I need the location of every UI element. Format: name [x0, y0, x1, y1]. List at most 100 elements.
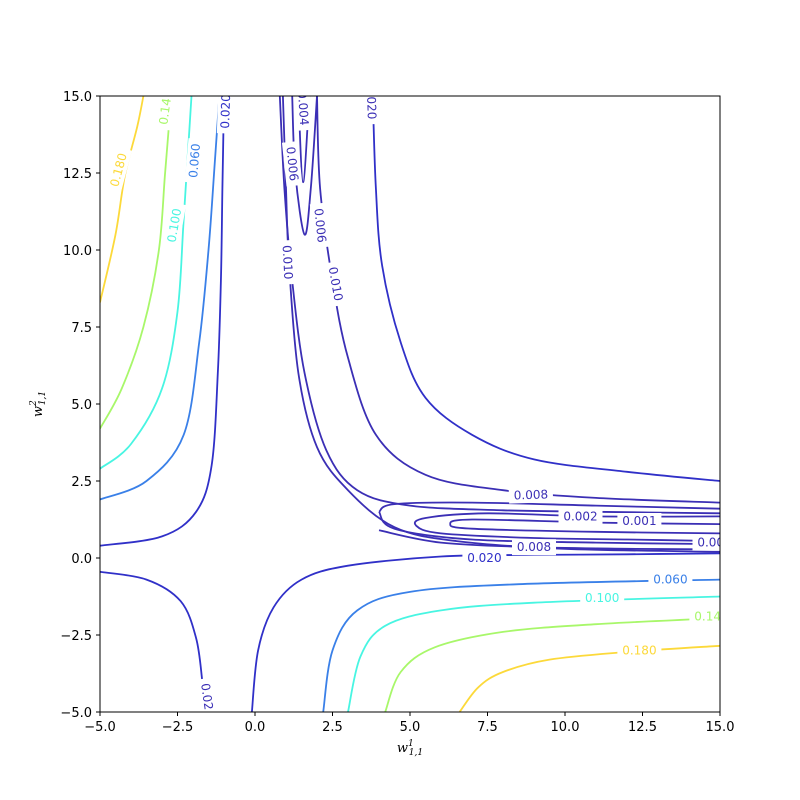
contour-label-text: 0.006 — [311, 208, 329, 244]
contour-label-bg — [508, 486, 554, 504]
x-axis-label: w1 1,1 — [397, 739, 423, 758]
contour-label-text: 0.14 — [156, 97, 174, 125]
contour-line-0.060-6 — [100, 96, 221, 501]
x-tick-label: 15.0 — [706, 720, 735, 735]
contour-label-bg — [512, 539, 556, 556]
contour-label-bg — [216, 96, 235, 134]
y-axis: −5.0 −2.5 0.0 2.5 5.0 7.5 10.0 12.5 15.0 — [60, 90, 100, 721]
y-tick-label: 2.5 — [71, 475, 92, 490]
contour-label-9: 0.010 — [323, 260, 348, 307]
contour-label-10: 0.020 — [362, 85, 381, 125]
x-tick-label: 12.5 — [628, 720, 657, 735]
contour-label-8: 0.010 — [278, 239, 297, 285]
contour-label-bg — [196, 677, 218, 712]
y-axis-label: w21,1 — [29, 391, 48, 417]
contour-label-12: 0.002 — [558, 508, 603, 525]
x-tick-label: 7.5 — [477, 720, 498, 735]
x-tick-label: 0.0 — [245, 720, 266, 735]
contour-label-text: 0.004 — [295, 91, 311, 126]
contour-label-5: 0.004 — [293, 91, 313, 131]
contour-label-text: 0.001 — [622, 514, 656, 528]
contour-label-text: 0.008 — [517, 540, 551, 554]
contour-line-0.020-8 — [100, 96, 225, 547]
contour-label-text: 0.010 — [280, 245, 296, 280]
contour-label-bg — [309, 202, 331, 249]
x-tick-label: 5.0 — [400, 720, 421, 735]
y-tick-label: −5.0 — [60, 706, 92, 721]
contour-line-0.020-10 — [251, 552, 720, 712]
contour-label-bg — [278, 239, 297, 285]
contour-label-text: 0.020 — [364, 85, 379, 120]
contour-label-bg — [362, 96, 381, 125]
contour-label-17: 0.060 — [648, 571, 693, 588]
contour-label-bg — [323, 260, 348, 307]
contour-line-0.006-17 — [378, 501, 720, 513]
contour-label-bg — [648, 571, 693, 588]
x-tick-label: 2.5 — [322, 720, 343, 735]
contour-line-0.020-11 — [371, 96, 720, 482]
contour-label-text: 0.100 — [165, 207, 185, 243]
contour-label-19: 0.14 — [689, 608, 721, 625]
contour-label-14: 0.008 — [512, 539, 556, 556]
contour-label-text: 0.060 — [186, 143, 203, 178]
contour-labels: 0.180 0.14 0.100 0.060 0.020 0.004 0.006 0.006 0… — [105, 85, 724, 712]
contour-label-text: 0.010 — [326, 266, 346, 302]
contour-label-4: 0.020 — [216, 94, 235, 134]
contour-label-text: 0.020 — [467, 551, 501, 565]
contour-label-text: 0.002 — [563, 509, 597, 523]
contour-label-text: 0.060 — [653, 573, 687, 587]
contour-label-6: 0.006 — [281, 141, 303, 187]
contour-label-2: 0.100 — [162, 202, 187, 249]
contour-label-7: 0.006 — [309, 202, 331, 249]
contour-label-text: 0.020 — [218, 94, 233, 129]
y-tick-label: 5.0 — [71, 398, 92, 413]
contour-label-text: 0.02 — [198, 682, 216, 710]
contour-label-20: 0.180 — [617, 642, 662, 659]
contour-label-21: 0.02 — [196, 677, 218, 712]
contour-line-0.100-4 — [100, 96, 193, 470]
y-tick-label: 10.0 — [63, 244, 92, 259]
contour-line-0.140-2 — [100, 96, 173, 430]
contour-label-16: 0.020 — [462, 550, 507, 566]
contour-label-bg — [462, 550, 507, 566]
contour-label-text: 0.006 — [283, 146, 301, 182]
contour-label-bg — [281, 141, 303, 187]
contour-label-bg — [617, 642, 662, 659]
contour-label-bg — [105, 146, 133, 194]
contour-label-bg — [184, 138, 205, 184]
contour-label-13: 0.001 — [617, 513, 662, 529]
contour-label-15: 0.00 — [692, 534, 724, 551]
x-tick-label: 10.0 — [551, 720, 580, 735]
contour-label-bg — [617, 513, 662, 529]
contour-label-text: 0.008 — [513, 487, 548, 502]
contour-label-text: 0.14 — [694, 610, 721, 624]
contour-line-0.140-3 — [384, 617, 720, 712]
y-tick-label: 12.5 — [63, 167, 92, 182]
contour-label-bg — [689, 608, 720, 625]
contour-label-text: 0.100 — [585, 591, 619, 605]
contour-line-0.006-18 — [378, 511, 720, 545]
contour-label-3: 0.060 — [184, 138, 205, 184]
contour-label-bg — [154, 96, 176, 131]
y-tick-label: 7.5 — [71, 321, 92, 336]
contour-label-18: 0.100 — [580, 590, 625, 606]
contour-line-0.060-7 — [322, 578, 720, 712]
y-tick-label: 15.0 — [63, 90, 92, 105]
contour-label-11: 0.008 — [508, 486, 554, 504]
contour-label-bg — [692, 534, 720, 551]
contour-label-0: 0.180 — [105, 146, 133, 194]
x-tick-label: −2.5 — [162, 720, 194, 735]
x-axis: −5.0 −2.5 0.0 2.5 5.0 7.5 10.0 12.5 15.0 — [84, 712, 734, 735]
y-tick-label: −2.5 — [60, 629, 92, 644]
contour-label-text: 0.180 — [622, 643, 656, 657]
contour-label-bg — [580, 590, 625, 606]
contour-label-1: 0.14 — [154, 96, 176, 131]
contour-label-bg — [162, 202, 187, 249]
y-tick-label: 0.0 — [71, 552, 92, 567]
contour-label-text: 0.00 — [697, 536, 724, 550]
x-tick-label: −5.0 — [84, 720, 116, 735]
contour-label-bg — [293, 96, 313, 131]
contour-label-bg — [558, 508, 603, 525]
